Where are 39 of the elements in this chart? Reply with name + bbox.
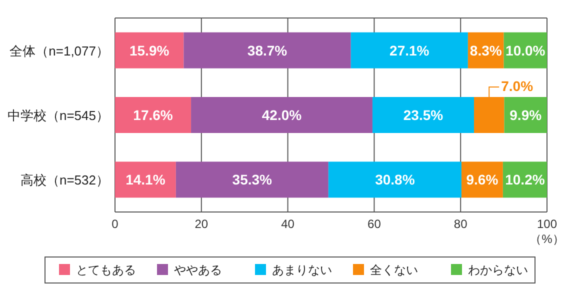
data-label: 10.0% [506, 42, 546, 58]
data-label: 38.7% [247, 42, 288, 58]
data-label: 8.3% [470, 42, 502, 58]
data-label: 9.9% [510, 107, 542, 123]
legend-label: あまりない [272, 263, 332, 277]
bar [115, 162, 176, 198]
y-tick-label: 中学校（n=545） [7, 108, 109, 123]
data-label: 42.0% [262, 107, 302, 123]
y-tick-label: 高校（n=532） [20, 172, 109, 188]
bar [176, 162, 328, 198]
data-label: 10.2% [505, 172, 546, 188]
bar [184, 32, 351, 68]
legend-label: ややある [174, 263, 222, 277]
data-label: 23.5% [403, 107, 444, 123]
data-label: 15.9% [129, 42, 170, 58]
bar [115, 32, 184, 68]
x-tick-label: 100 [536, 217, 558, 231]
bar [191, 97, 372, 133]
data-label: 9.6% [466, 172, 499, 188]
x-tick-label: 20 [194, 217, 208, 231]
x-tick-label: 40 [281, 217, 295, 231]
data-label: 14.1% [126, 172, 166, 188]
bar [372, 97, 474, 133]
data-label: 7.0% [501, 78, 534, 94]
x-tick-label: 0 [112, 217, 119, 231]
legend-label: 全くない [370, 263, 418, 277]
x-tick-label: 60 [368, 217, 382, 231]
x-tick-label: 80 [454, 217, 468, 231]
bar [350, 32, 468, 68]
x-axis-title: （%） [530, 232, 564, 246]
legend-label: わからない [468, 263, 528, 277]
data-label: 30.8% [375, 172, 416, 188]
bar [328, 162, 462, 198]
data-label: 35.3% [232, 172, 273, 188]
data-label: 17.6% [133, 107, 174, 123]
bar [115, 97, 192, 133]
data-label: 27.1% [390, 42, 430, 58]
legend-label: とてもある [76, 263, 136, 277]
y-tick-label: 全体（n=1,077） [10, 43, 109, 58]
